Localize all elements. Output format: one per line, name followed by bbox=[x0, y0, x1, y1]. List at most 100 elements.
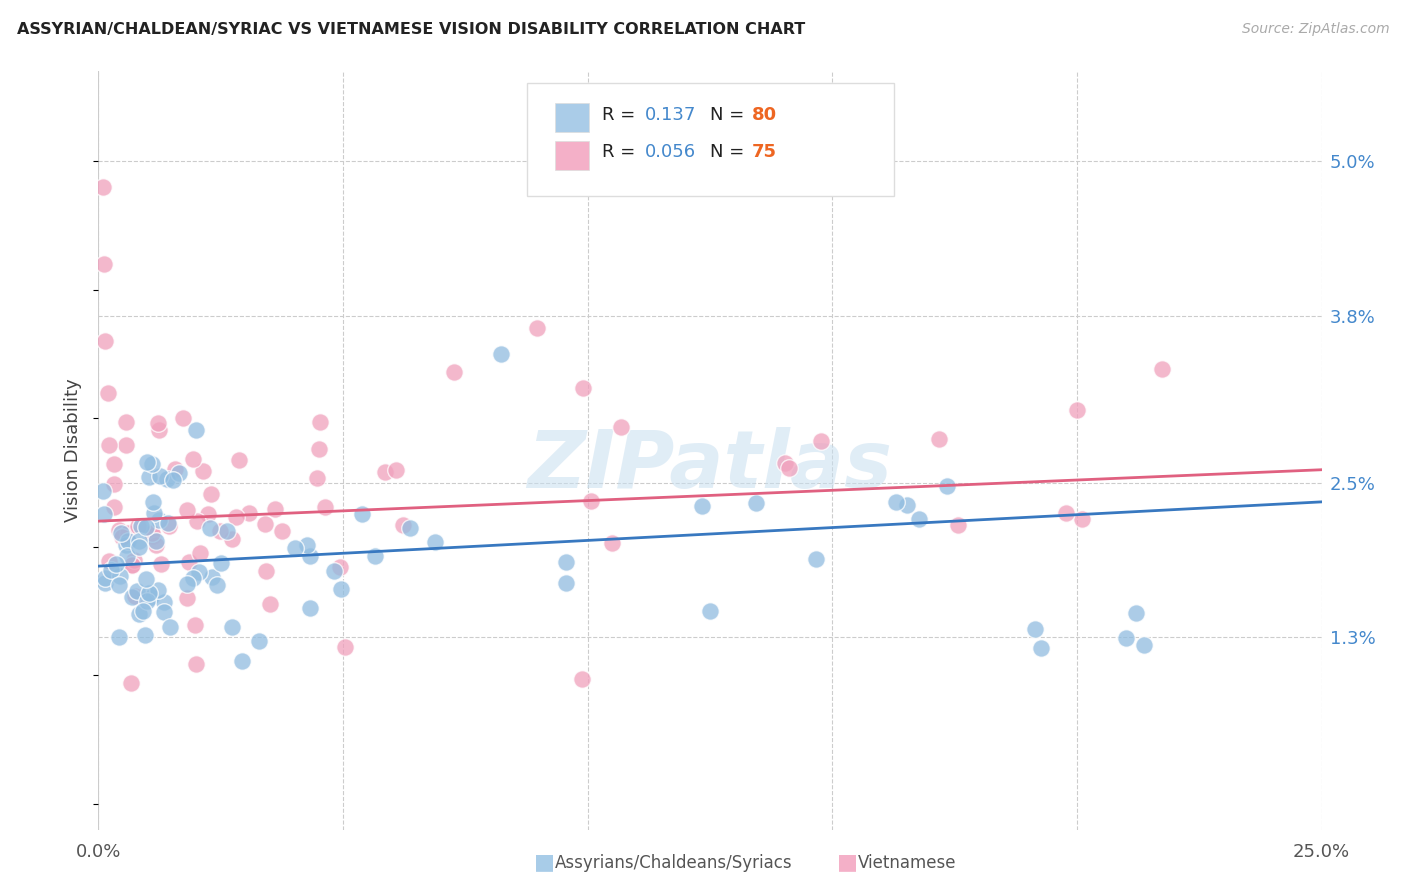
Point bbox=[333, 640, 356, 654]
Point bbox=[188, 546, 211, 560]
Point bbox=[177, 555, 200, 569]
Point bbox=[128, 534, 150, 549]
Point bbox=[398, 521, 420, 535]
Point bbox=[135, 573, 157, 587]
Point bbox=[94, 571, 117, 585]
Point bbox=[209, 524, 232, 538]
Point bbox=[121, 591, 143, 605]
Point bbox=[152, 605, 174, 619]
Point bbox=[228, 453, 250, 467]
Text: R =: R = bbox=[602, 105, 641, 124]
Point bbox=[247, 634, 270, 648]
Text: Source: ZipAtlas.com: Source: ZipAtlas.com bbox=[1241, 22, 1389, 37]
Point bbox=[1150, 362, 1173, 376]
Point bbox=[385, 463, 408, 477]
Point bbox=[141, 457, 163, 471]
Point bbox=[159, 620, 181, 634]
Point bbox=[121, 558, 143, 573]
Point bbox=[221, 532, 243, 546]
Point bbox=[167, 467, 190, 481]
FancyBboxPatch shape bbox=[526, 83, 894, 196]
Point bbox=[238, 506, 260, 520]
Point bbox=[1031, 641, 1053, 656]
Point bbox=[149, 469, 172, 483]
Text: 0.137: 0.137 bbox=[645, 105, 696, 124]
Point bbox=[103, 500, 125, 514]
Point bbox=[329, 582, 352, 596]
Point bbox=[107, 630, 129, 644]
Point bbox=[778, 461, 800, 475]
Text: Vietnamese: Vietnamese bbox=[858, 855, 956, 872]
Point bbox=[114, 415, 136, 429]
Point bbox=[111, 530, 134, 544]
Point bbox=[773, 456, 796, 470]
Text: ■: ■ bbox=[534, 853, 555, 872]
Point bbox=[936, 478, 959, 492]
Point bbox=[155, 472, 177, 486]
Point bbox=[1133, 638, 1156, 652]
Point bbox=[191, 464, 214, 478]
Text: N =: N = bbox=[710, 105, 749, 124]
Point bbox=[163, 462, 186, 476]
Point bbox=[690, 499, 713, 513]
Point bbox=[264, 502, 287, 516]
Text: ZIPatlas: ZIPatlas bbox=[527, 426, 893, 505]
Point bbox=[176, 591, 198, 605]
Point bbox=[571, 672, 593, 686]
Point bbox=[572, 381, 595, 395]
Text: N =: N = bbox=[710, 144, 749, 161]
Point bbox=[141, 591, 163, 605]
Point bbox=[186, 514, 208, 528]
Text: R =: R = bbox=[602, 144, 641, 161]
Point bbox=[1054, 506, 1077, 520]
Point bbox=[1125, 606, 1147, 620]
Point bbox=[699, 604, 721, 618]
Point bbox=[150, 557, 173, 571]
Point bbox=[124, 552, 146, 566]
Text: 75: 75 bbox=[752, 144, 776, 161]
Point bbox=[489, 347, 512, 361]
Point bbox=[97, 385, 120, 400]
Point bbox=[364, 549, 387, 563]
Point bbox=[94, 576, 117, 591]
Point bbox=[299, 601, 322, 615]
Point bbox=[117, 525, 139, 540]
Point bbox=[284, 541, 307, 556]
Point bbox=[209, 556, 232, 570]
Point bbox=[1066, 403, 1088, 417]
Point bbox=[162, 473, 184, 487]
Point bbox=[136, 455, 159, 469]
Point bbox=[884, 494, 907, 508]
Point bbox=[217, 524, 239, 539]
Point bbox=[443, 365, 465, 379]
Point bbox=[148, 513, 170, 527]
Point bbox=[148, 423, 170, 437]
Point bbox=[329, 559, 352, 574]
Point bbox=[187, 565, 209, 579]
Point bbox=[323, 564, 346, 578]
Point bbox=[145, 539, 167, 553]
Point bbox=[104, 557, 127, 571]
Point bbox=[391, 518, 413, 533]
Point bbox=[201, 569, 224, 583]
Point bbox=[231, 654, 253, 668]
Point bbox=[295, 538, 318, 552]
Point bbox=[1024, 623, 1046, 637]
Point bbox=[207, 577, 229, 591]
Point bbox=[555, 575, 578, 590]
Point bbox=[103, 477, 125, 491]
Point bbox=[200, 520, 222, 534]
Point bbox=[100, 563, 122, 577]
Point bbox=[103, 457, 125, 471]
Point bbox=[810, 434, 832, 449]
Point bbox=[129, 519, 152, 533]
Point bbox=[1070, 511, 1092, 525]
Text: ASSYRIAN/CHALDEAN/SYRIAC VS VIETNAMESE VISION DISABILITY CORRELATION CHART: ASSYRIAN/CHALDEAN/SYRIAC VS VIETNAMESE V… bbox=[17, 22, 806, 37]
FancyBboxPatch shape bbox=[555, 141, 589, 170]
Point bbox=[157, 519, 180, 533]
Point bbox=[221, 620, 243, 634]
Point bbox=[148, 416, 170, 430]
Point bbox=[141, 495, 163, 509]
Point bbox=[127, 519, 149, 533]
Point bbox=[184, 618, 207, 632]
